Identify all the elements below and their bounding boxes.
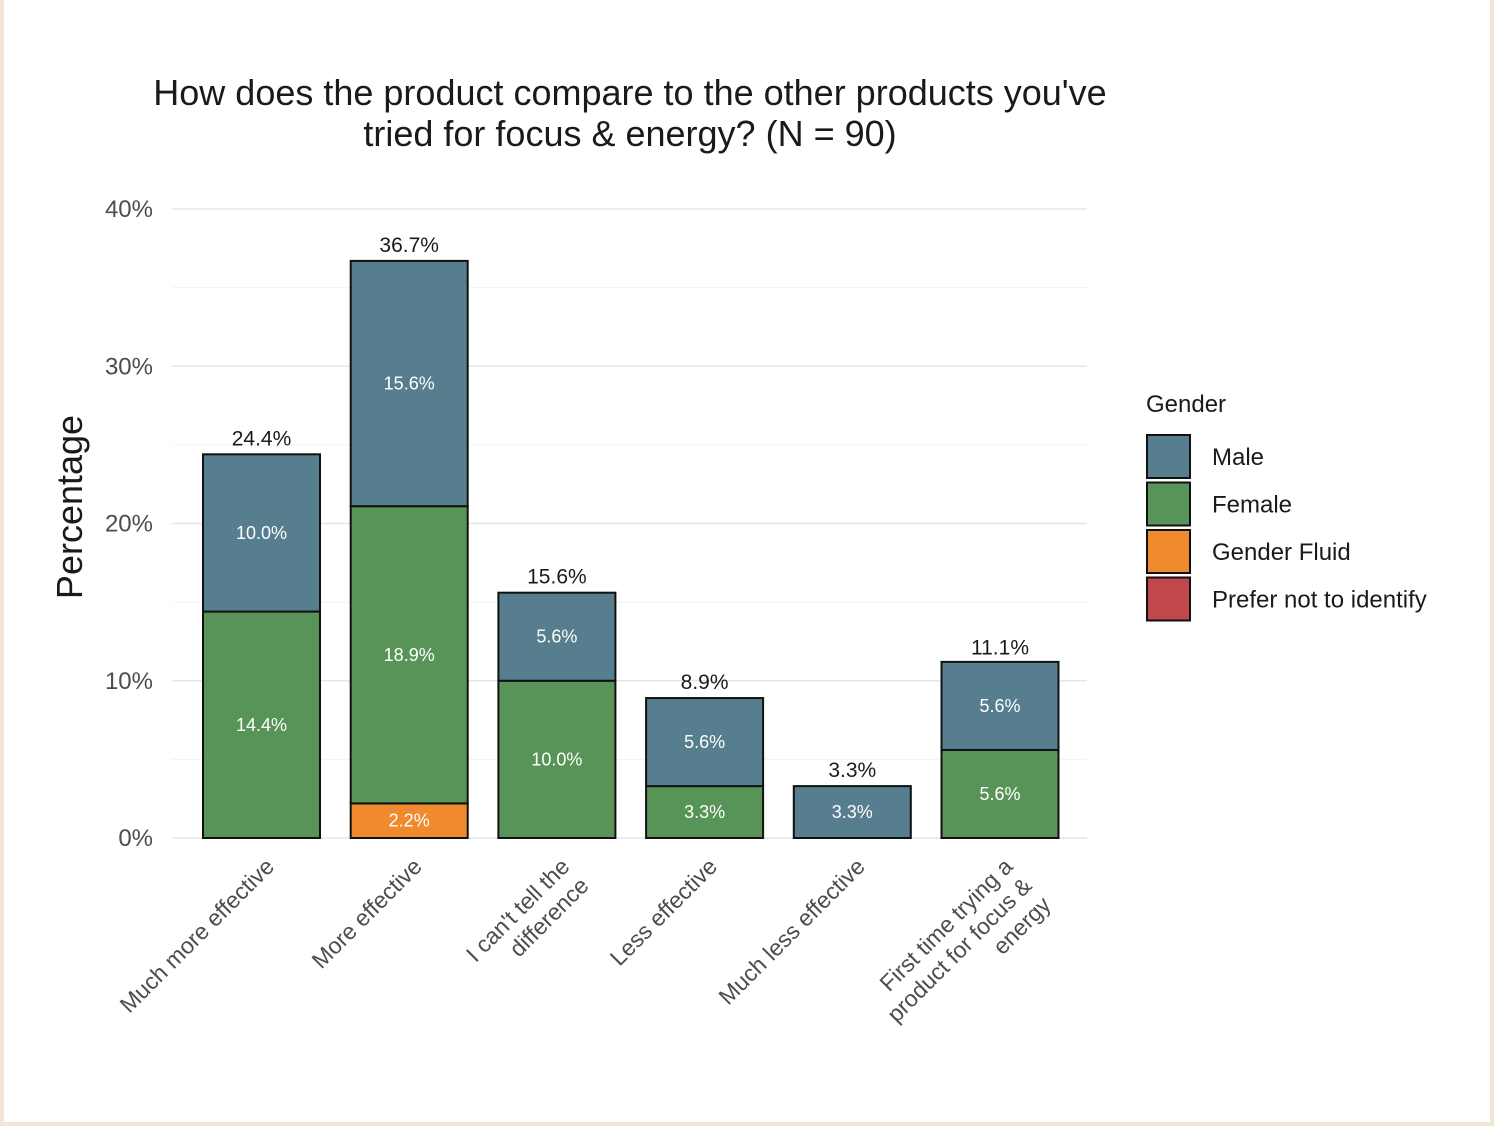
title-line-1: How does the product compare to the othe…	[153, 72, 1106, 113]
gridlines	[172, 208, 1087, 839]
segment-label: 2.2%	[389, 811, 430, 831]
x-axis-categories: Much more effective More effective I can't…	[115, 853, 1057, 1046]
segment-label: 10.0%	[236, 523, 287, 543]
bar-segment-male	[349, 259, 469, 508]
category-label-text: Much more effective	[115, 853, 280, 1018]
category-label-line: Much less effective	[713, 853, 869, 1009]
legend-title: Gender	[1146, 391, 1226, 418]
segment-label: 5.6%	[979, 784, 1020, 804]
total-label: 11.1%	[971, 636, 1029, 659]
bar-segment-male	[792, 785, 912, 839]
category-label: I can't tell thedifference	[461, 853, 594, 986]
y-tick-label: 20%	[105, 511, 153, 538]
bar-segment-male	[202, 453, 321, 613]
segment-label: 3.3%	[684, 802, 725, 822]
legend-swatch-gender-fluid	[1146, 529, 1191, 574]
category-label-text: First time trying aproduct for focus &en…	[863, 853, 1056, 1046]
bars: 14.4% 10.0% 24.4% 2.2% 18.9% 15.6% 36.7% 10.0% 5…	[202, 234, 1060, 840]
segment-label: 5.6%	[979, 696, 1020, 716]
y-tick-label: 0%	[118, 825, 153, 852]
category-label-text: I can't tell thedifference	[461, 853, 594, 986]
y-tick-label: 10%	[105, 668, 153, 695]
legend-label-female: Female	[1212, 492, 1292, 519]
total-label: 3.3%	[828, 759, 876, 782]
legend-label-male: Male	[1212, 444, 1264, 471]
category-label: First time trying aproduct for focus &en…	[863, 853, 1056, 1046]
category-label-text: More effective	[307, 853, 427, 973]
category-label-text: Less effective	[605, 853, 723, 971]
legend-swatch-female	[1146, 481, 1191, 527]
bar-segment-female	[349, 505, 469, 805]
category-label-line: More effective	[307, 853, 427, 973]
legend-label-gender-fluid: Gender Fluid	[1212, 539, 1351, 566]
segment-label: 18.9%	[384, 645, 435, 665]
bar-segment-male	[940, 660, 1060, 751]
category-label: Less effective	[605, 853, 723, 971]
segment-label: 5.6%	[684, 732, 725, 752]
legend-swatch-prefer-not-to-identify	[1146, 576, 1191, 622]
total-label: 36.7%	[379, 234, 439, 257]
segment-label: 3.3%	[832, 802, 873, 822]
legend-swatch-male	[1146, 434, 1191, 479]
category-label-line: Much more effective	[115, 853, 280, 1018]
total-label: 15.6%	[527, 566, 587, 589]
category-label: Much more effective	[115, 853, 280, 1018]
stacked-bar-chart: How does the product compare to the othe…	[49, 72, 1427, 1046]
category-label: Much less effective	[713, 853, 869, 1009]
bar-segment-female	[497, 679, 617, 839]
y-axis-ticks: 0% 10% 20% 30% 40%	[105, 196, 153, 852]
y-tick-label: 30%	[105, 353, 153, 380]
legend-label-prefer-not-to-identify: Prefer not to identify	[1212, 587, 1427, 614]
y-tick-label: 40%	[105, 196, 153, 223]
y-axis-label: Percentage	[49, 415, 90, 599]
bar-segment-male	[645, 697, 765, 788]
total-label: 8.9%	[681, 671, 729, 694]
segment-label: 15.6%	[384, 374, 435, 394]
segment-label: 14.4%	[236, 715, 287, 735]
category-label-text: Much less effective	[713, 853, 869, 1009]
bar-segment-female	[202, 610, 321, 839]
category-label-line: Less effective	[605, 853, 723, 971]
title-line-2: tried for focus & energy? (N = 90)	[363, 113, 896, 154]
bar-segment-male	[497, 591, 617, 682]
segment-label: 5.6%	[536, 627, 577, 647]
bar-segment-female	[645, 785, 765, 839]
total-label: 24.4%	[232, 427, 292, 450]
chart-title: How does the product compare to the othe…	[153, 72, 1106, 154]
category-label: More effective	[307, 853, 427, 973]
segment-label: 10.0%	[531, 749, 582, 769]
legend: Gender Male Female Gender Fluid Prefer not …	[1146, 391, 1427, 622]
